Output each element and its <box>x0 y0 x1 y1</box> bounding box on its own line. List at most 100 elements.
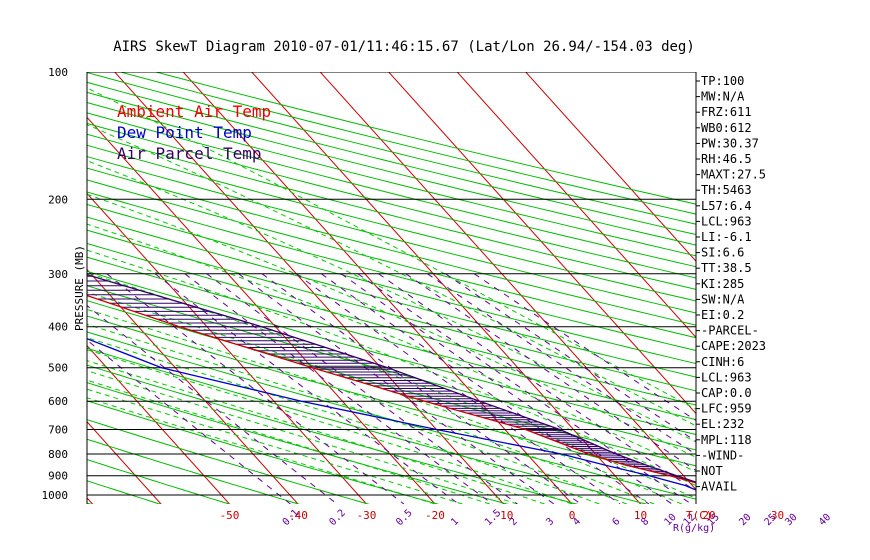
isotherm-line <box>87 116 436 504</box>
dry-adiabat-line <box>87 179 696 339</box>
legend-entry: Dew Point Temp <box>117 123 252 142</box>
dry-adiabat-line <box>87 419 370 504</box>
index-item: LCL:963 <box>701 214 752 228</box>
pressure-tick-label: 700 <box>48 424 68 437</box>
dry-adiabat-line <box>87 102 696 257</box>
mixing-ratio-tick-label: 20 <box>737 512 753 528</box>
dry-adiabat-line <box>87 133 696 290</box>
index-item: RH:46.5 <box>701 152 752 166</box>
moist-adiabat-line <box>87 349 573 504</box>
mixing-ratio-tick-label: 2 <box>508 516 520 528</box>
index-item: WB0:612 <box>701 121 752 135</box>
dry-adiabat-line <box>87 112 696 268</box>
isotherm-line <box>456 72 696 339</box>
isotherm-line <box>87 344 231 504</box>
index-item: EI:0.2 <box>701 308 744 322</box>
moist-adiabat-line <box>87 193 696 458</box>
y-axis-label: PRESSURE (MB) <box>73 245 86 331</box>
series-line <box>87 294 696 484</box>
mixing-ratio-line <box>106 273 405 504</box>
index-item: TH:5463 <box>701 183 752 197</box>
index-item: CAP:0.0 <box>701 386 752 400</box>
mixing-ratio-line <box>154 273 459 504</box>
mixing-ratio-line <box>87 339 291 504</box>
index-item: -PARCEL- <box>701 324 759 338</box>
pressure-tick-label: 400 <box>48 321 68 334</box>
index-item: EL:232 <box>701 417 744 431</box>
mixing-ratio-line <box>341 273 673 504</box>
bottom-temp-tick-label: -30 <box>357 509 377 522</box>
pressure-tick-label: 500 <box>48 362 68 375</box>
dry-adiabat-line <box>87 229 696 392</box>
isotherm-line <box>388 72 696 415</box>
mixing-ratio-line <box>445 273 696 442</box>
legend-entry: Air Parcel Temp <box>117 144 262 163</box>
dry-adiabat-line <box>87 242 696 406</box>
isobar-lines <box>87 72 696 496</box>
bottom-temp-tick-label: -20 <box>425 509 445 522</box>
bottom-temp-tick-label: 10 <box>634 509 647 522</box>
dry-adiabat-line <box>87 203 696 365</box>
dry-adiabat-line <box>87 216 696 378</box>
bottom-temp-tick-label: 20 <box>702 509 715 522</box>
dry-adiabat-line <box>87 167 696 326</box>
index-item: NOT <box>701 464 723 478</box>
index-item: PW:30.37 <box>701 136 759 150</box>
index-item: L57:6.4 <box>701 199 752 213</box>
index-item: LI:-6.1 <box>701 230 752 244</box>
bottom-temp-tick-label: -40 <box>288 509 308 522</box>
moist-adiabat-line <box>87 223 696 473</box>
index-item: KI:285 <box>701 277 744 291</box>
dry-adiabat-line <box>87 400 440 504</box>
index-item: -WIND- <box>701 448 744 462</box>
bottom-temp-tick-label: 0 <box>569 509 576 522</box>
series-line <box>87 274 696 483</box>
mixing-ratio-tick-label: 4 <box>571 516 583 528</box>
moist-adiabat-line <box>87 160 696 443</box>
index-item: LCL:963 <box>701 370 752 384</box>
mixing-ratio-axis-label: R(g/kg) <box>673 523 715 534</box>
profile-lines <box>87 274 696 491</box>
index-item: MAXT:27.5 <box>701 168 766 182</box>
moist-adiabat-line <box>87 87 696 410</box>
dry-adiabat-line <box>87 382 509 504</box>
chart-legend: Ambient Air Temp Dew Point Temp Air Parcel… <box>117 102 271 163</box>
mixing-ratio-tick-label: 8 <box>639 516 651 528</box>
mixing-ratio-line <box>357 273 692 504</box>
bottom-temp-tick-labels: -50 -40 -30 -20 -10 0 10 20 30 <box>220 509 785 522</box>
index-item: MPL:118 <box>701 433 752 447</box>
mixing-ratio-tick-label: 1 <box>449 516 461 528</box>
mixing-ratio-line <box>427 273 696 455</box>
bottom-temp-tick-label: -50 <box>220 509 240 522</box>
dry-adiabat-line <box>87 256 696 421</box>
index-item: CAPE:2023 <box>701 339 766 353</box>
bottom-temp-tick-label: 30 <box>771 509 784 522</box>
pressure-tick-label: 900 <box>48 470 68 483</box>
mixing-ratio-line <box>378 273 696 492</box>
mixing-ratio-tick-label: 30 <box>783 512 799 528</box>
dry-adiabat-line <box>87 347 648 504</box>
index-item: MW:N/A <box>701 90 745 104</box>
cape-shading <box>87 275 694 482</box>
pressure-tick-label: 600 <box>48 395 68 408</box>
index-item: AVAIL <box>701 480 737 494</box>
x-axis-label: T(C) <box>686 509 713 522</box>
dry-adiabat-line <box>87 438 301 504</box>
moist-adiabat-line <box>87 323 627 504</box>
dry-adiabat-line <box>87 459 231 504</box>
pressure-tick-label: 300 <box>48 268 68 281</box>
mixing-ratio-line <box>261 273 582 504</box>
moist-adiabat-line <box>87 388 463 504</box>
dry-adiabat-line <box>87 270 696 436</box>
index-item: TP:100 <box>701 74 744 88</box>
series-line <box>87 337 696 491</box>
mixing-ratio-line <box>405 273 696 472</box>
isotherm-line <box>525 72 696 262</box>
dry-adiabat-line <box>87 122 696 279</box>
mixing-ratio-line <box>238 273 555 504</box>
mixing-ratio-tick-label: 3 <box>544 516 556 528</box>
pressure-tick-label: 200 <box>48 193 68 206</box>
pressure-tick-label: 1000 <box>42 489 69 502</box>
